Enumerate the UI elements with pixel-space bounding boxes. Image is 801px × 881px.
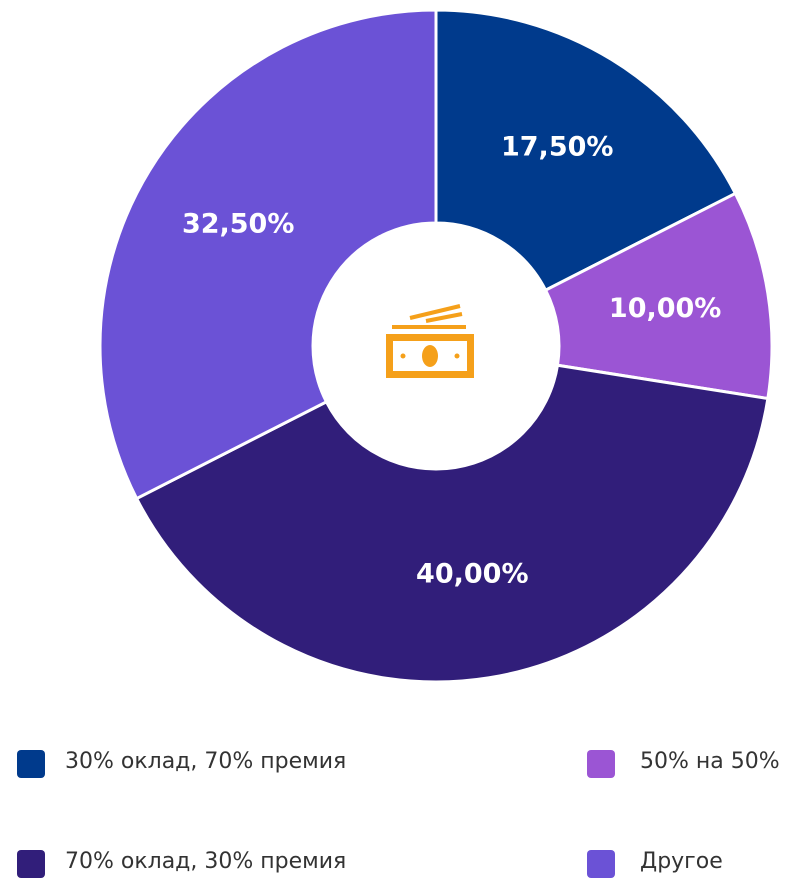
data-label: 17,50% [501,132,613,163]
money-icon [386,304,474,378]
legend-label: 50% на 50% [640,749,780,774]
legend-label: Другое [640,849,723,874]
data-label: 10,00% [609,293,721,324]
legend-swatch [587,850,615,878]
pie-slice [543,191,774,401]
legend-label: 70% оклад, 30% премия [65,849,346,874]
legend-swatch [587,750,615,778]
data-label: 32,50% [182,208,294,239]
pie-slice [134,363,770,684]
pie-slice [434,8,738,293]
legend-swatch [17,850,45,878]
legend-swatch [17,750,45,778]
pie-slice [98,8,438,501]
data-label: 40,00% [416,559,528,590]
legend-label: 30% оклад, 70% премия [65,749,346,774]
